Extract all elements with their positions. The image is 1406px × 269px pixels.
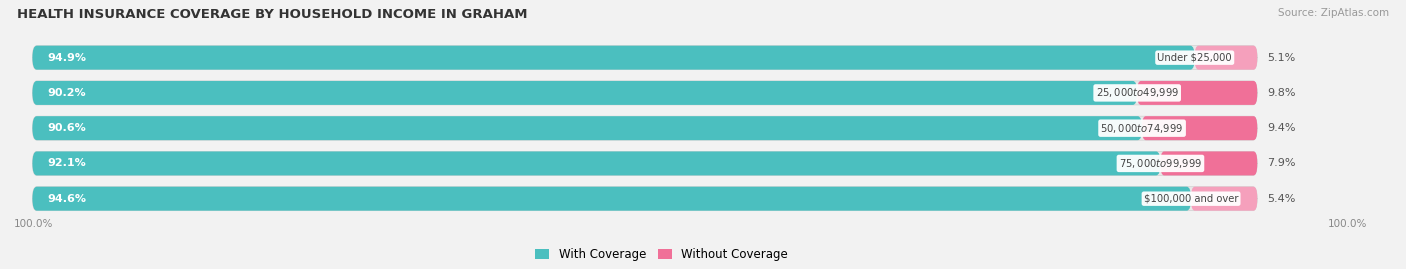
Text: $50,000 to $74,999: $50,000 to $74,999 [1101,122,1184,135]
Text: 94.9%: 94.9% [48,53,86,63]
Text: 90.6%: 90.6% [48,123,86,133]
FancyBboxPatch shape [32,116,1257,140]
Text: 5.1%: 5.1% [1267,53,1295,63]
Text: $25,000 to $49,999: $25,000 to $49,999 [1095,86,1178,100]
FancyBboxPatch shape [32,81,1257,105]
FancyBboxPatch shape [32,151,1257,175]
Text: 94.6%: 94.6% [48,194,86,204]
FancyBboxPatch shape [32,187,1191,211]
Text: Source: ZipAtlas.com: Source: ZipAtlas.com [1278,8,1389,18]
Text: 9.4%: 9.4% [1267,123,1295,133]
FancyBboxPatch shape [1160,151,1257,175]
Text: $75,000 to $99,999: $75,000 to $99,999 [1119,157,1202,170]
FancyBboxPatch shape [32,151,1160,175]
Text: 5.4%: 5.4% [1267,194,1295,204]
Text: 7.9%: 7.9% [1267,158,1295,168]
Text: $100,000 and over: $100,000 and over [1144,194,1239,204]
FancyBboxPatch shape [1137,81,1257,105]
FancyBboxPatch shape [1142,116,1257,140]
Text: 100.0%: 100.0% [1329,219,1368,229]
FancyBboxPatch shape [32,116,1142,140]
Text: 100.0%: 100.0% [14,219,53,229]
Text: 90.2%: 90.2% [48,88,86,98]
FancyBboxPatch shape [1191,187,1257,211]
FancyBboxPatch shape [32,46,1195,70]
FancyBboxPatch shape [32,187,1257,211]
Text: 92.1%: 92.1% [48,158,86,168]
Text: Under $25,000: Under $25,000 [1157,53,1232,63]
Text: 9.8%: 9.8% [1267,88,1295,98]
FancyBboxPatch shape [32,81,1137,105]
Text: HEALTH INSURANCE COVERAGE BY HOUSEHOLD INCOME IN GRAHAM: HEALTH INSURANCE COVERAGE BY HOUSEHOLD I… [17,8,527,21]
FancyBboxPatch shape [1195,46,1257,70]
Legend: With Coverage, Without Coverage: With Coverage, Without Coverage [530,243,793,266]
FancyBboxPatch shape [32,46,1257,70]
